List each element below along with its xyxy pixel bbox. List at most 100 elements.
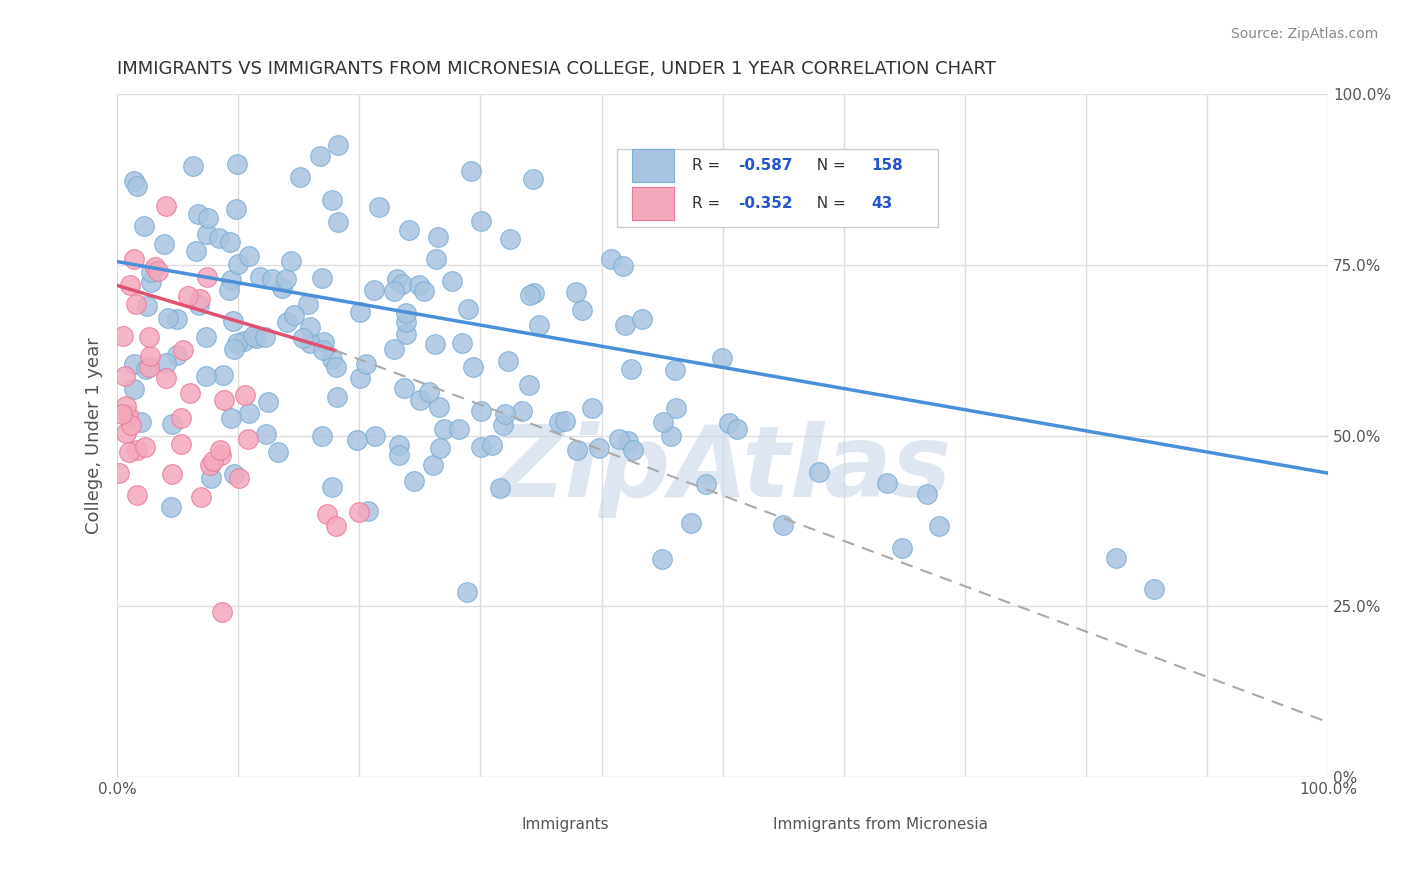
- Point: [588, 442, 610, 456]
- Point: [512, 404, 534, 418]
- Point: [659, 429, 682, 443]
- Point: [190, 293, 212, 307]
- Point: [222, 467, 245, 481]
- Point: [725, 422, 748, 436]
- Point: [571, 302, 593, 317]
- Point: [184, 244, 207, 258]
- Point: [346, 434, 368, 448]
- Point: [321, 479, 343, 493]
- Point: [211, 605, 233, 619]
- Point: [527, 318, 550, 332]
- Point: [412, 284, 434, 298]
- Point: [127, 179, 149, 194]
- Point: [621, 443, 644, 458]
- Point: [382, 284, 405, 298]
- Point: [187, 207, 209, 221]
- Point: [915, 486, 938, 500]
- Point: [409, 393, 432, 408]
- Point: [290, 169, 312, 184]
- Point: [620, 362, 643, 376]
- Point: [114, 399, 136, 413]
- Point: [494, 407, 516, 421]
- Point: [238, 406, 260, 420]
- Point: [166, 312, 188, 326]
- Point: [219, 273, 242, 287]
- Point: [450, 336, 472, 351]
- Point: [581, 401, 603, 415]
- Point: [385, 272, 408, 286]
- Point: [118, 445, 141, 459]
- Point: [188, 298, 211, 312]
- Point: [249, 270, 271, 285]
- Point: [382, 342, 405, 356]
- Point: [363, 283, 385, 297]
- Point: [876, 475, 898, 490]
- Text: 43: 43: [872, 195, 893, 211]
- Point: [155, 356, 177, 370]
- Point: [212, 393, 235, 408]
- Point: [225, 202, 247, 217]
- Point: [107, 466, 129, 480]
- Y-axis label: College, Under 1 year: College, Under 1 year: [86, 337, 103, 534]
- Point: [160, 467, 183, 481]
- Point: [309, 149, 332, 163]
- Point: [111, 407, 134, 421]
- Point: [328, 215, 350, 229]
- Point: [425, 252, 447, 267]
- Point: [172, 343, 194, 358]
- Point: [155, 199, 177, 213]
- Point: [202, 454, 225, 468]
- Text: -0.352: -0.352: [738, 195, 793, 211]
- Point: [125, 442, 148, 457]
- Point: [122, 174, 145, 188]
- Point: [326, 138, 349, 153]
- Point: [225, 157, 247, 171]
- Point: [135, 299, 157, 313]
- Point: [470, 440, 492, 454]
- Point: [122, 382, 145, 396]
- Point: [418, 384, 440, 399]
- Point: [357, 504, 380, 518]
- Point: [354, 357, 377, 371]
- Point: [197, 227, 219, 241]
- Point: [233, 388, 256, 402]
- Point: [522, 171, 544, 186]
- Point: [394, 315, 416, 329]
- Point: [395, 327, 418, 342]
- Point: [222, 314, 245, 328]
- Point: [209, 448, 232, 462]
- Point: [404, 474, 426, 488]
- Point: [461, 359, 484, 374]
- Point: [117, 408, 139, 422]
- Point: [166, 348, 188, 362]
- Point: [429, 441, 451, 455]
- Text: N =: N =: [807, 158, 851, 173]
- Point: [242, 328, 264, 343]
- Point: [190, 491, 212, 505]
- Text: -0.587: -0.587: [738, 158, 793, 173]
- Point: [695, 477, 717, 491]
- Point: [170, 410, 193, 425]
- Point: [138, 330, 160, 344]
- Point: [349, 371, 371, 385]
- Point: [489, 481, 512, 495]
- Point: [710, 351, 733, 365]
- Point: [129, 415, 152, 429]
- Point: [427, 400, 450, 414]
- Point: [312, 334, 335, 349]
- Point: [200, 471, 222, 485]
- Point: [219, 235, 242, 249]
- Point: [238, 432, 260, 446]
- Point: [523, 285, 546, 300]
- Point: [298, 319, 321, 334]
- Point: [470, 213, 492, 227]
- Point: [408, 278, 430, 293]
- Point: [238, 248, 260, 262]
- Point: [124, 357, 146, 371]
- Point: [111, 329, 134, 343]
- Point: [394, 381, 416, 395]
- Point: [120, 277, 142, 292]
- Point: [609, 432, 631, 446]
- Point: [148, 264, 170, 278]
- Point: [395, 306, 418, 320]
